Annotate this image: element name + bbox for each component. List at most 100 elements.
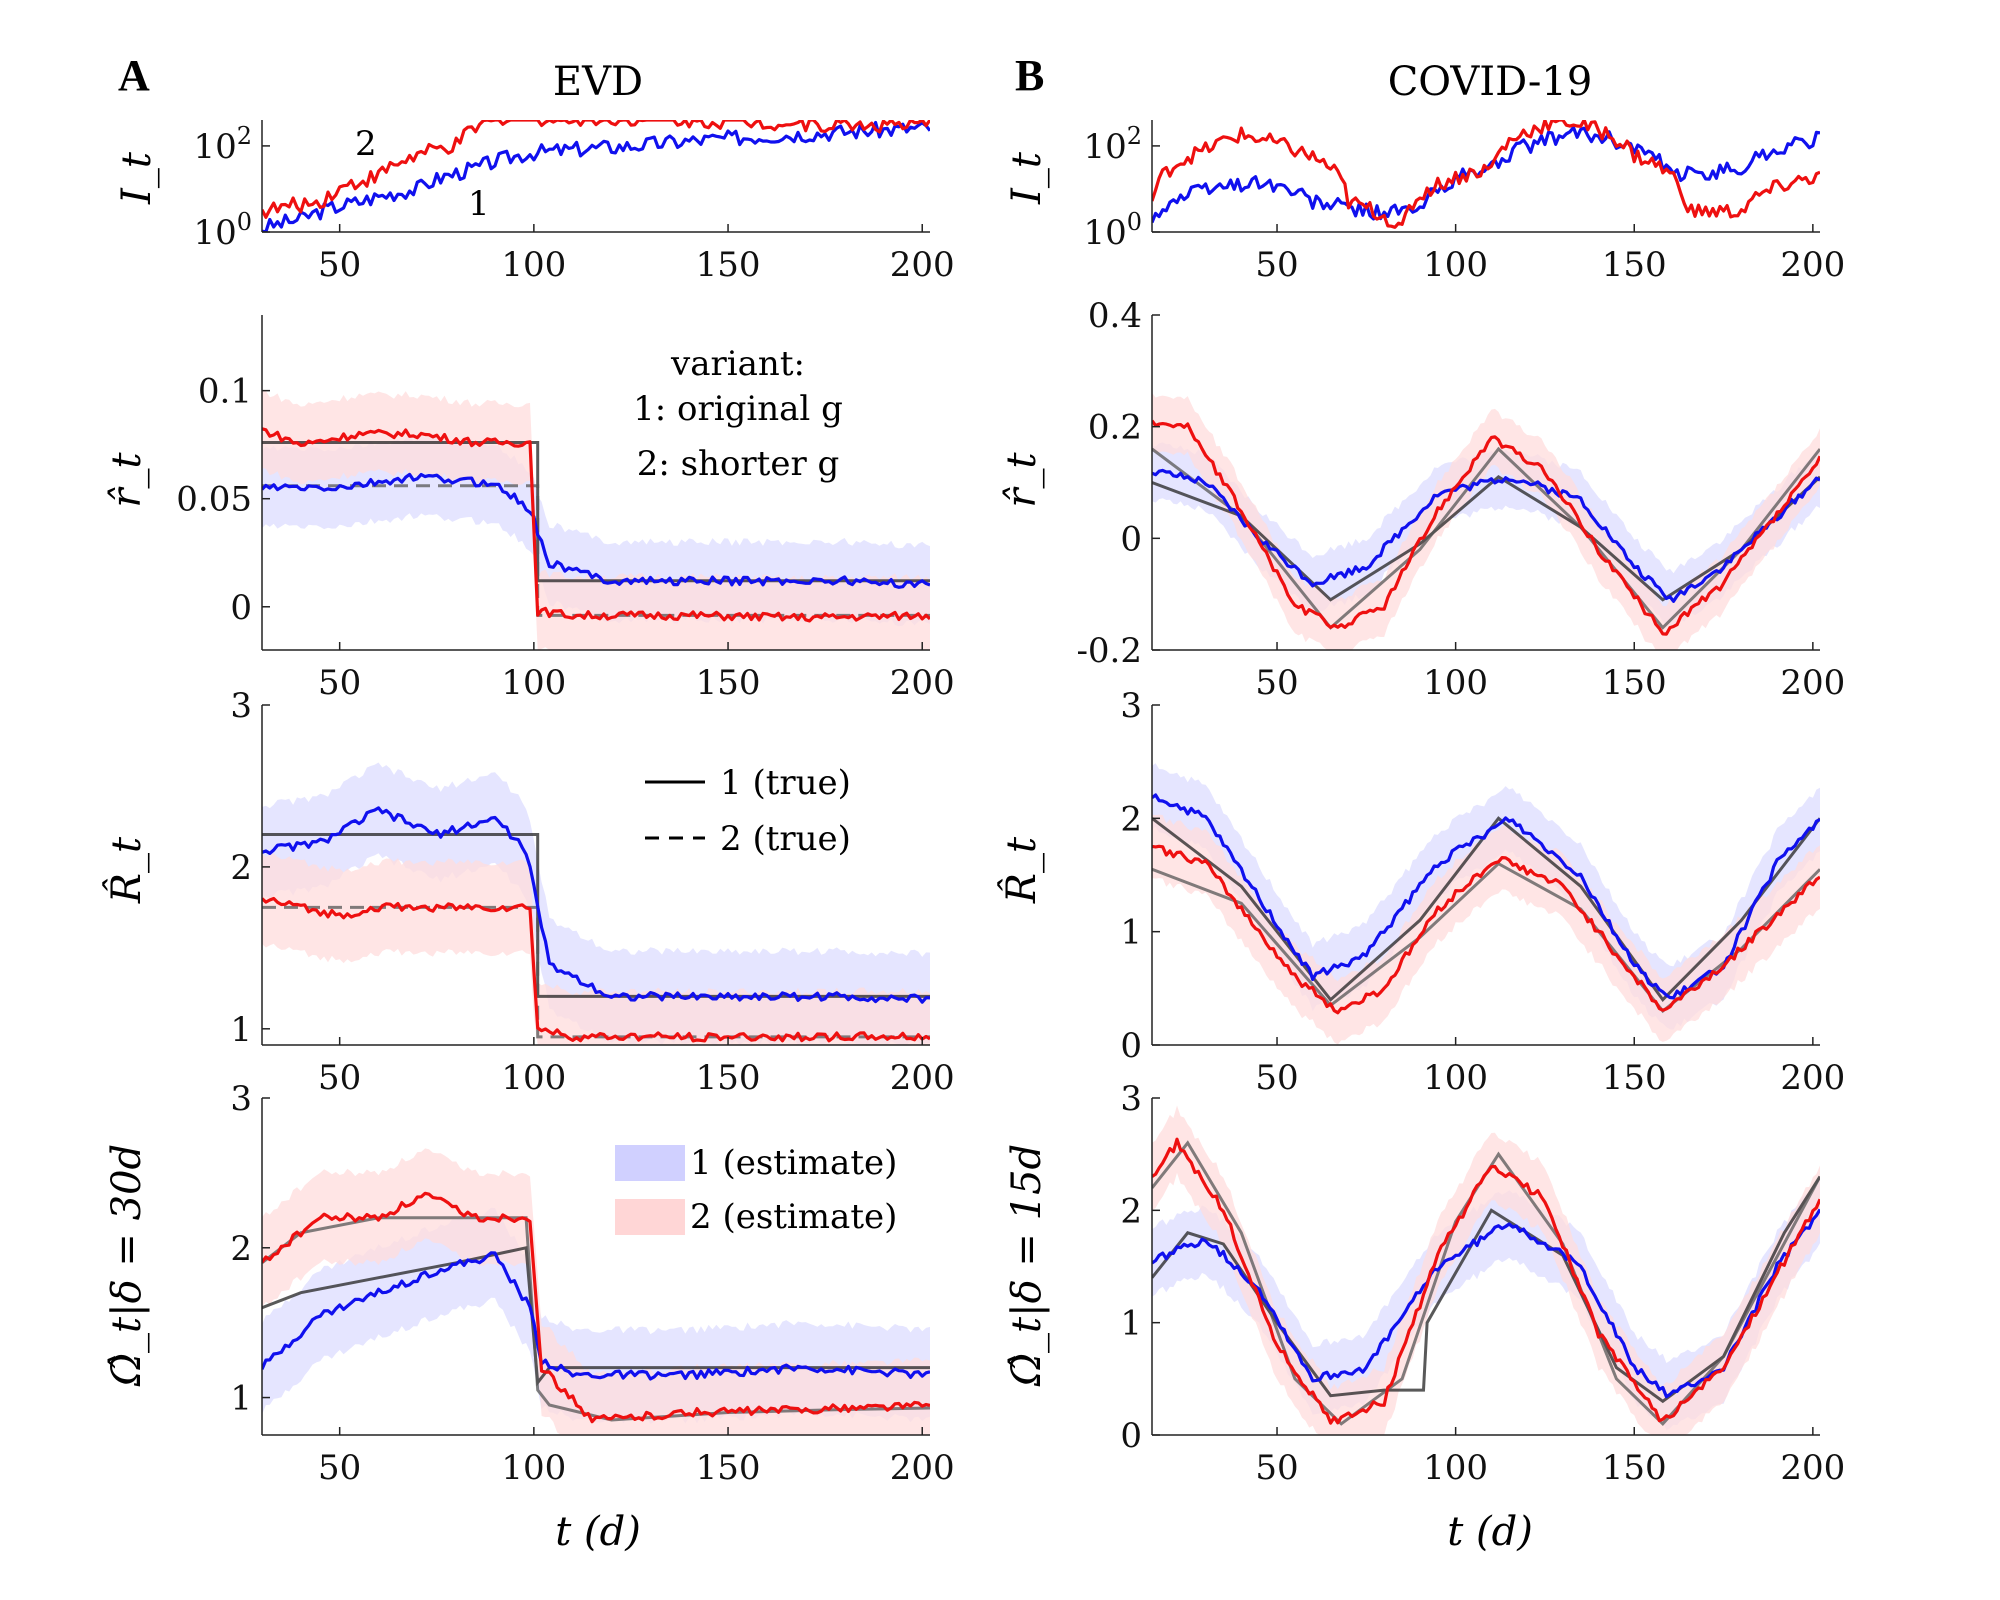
x-axis-label-a: t (d) [555, 1509, 641, 1555]
y-label-b-incidence: I_t [1004, 151, 1050, 205]
x-tick-label: 200 [1780, 245, 1845, 285]
y-tick-label: 2 [230, 1229, 252, 1269]
y-tick-label: 2 [1120, 799, 1142, 839]
y-tick-label: 0 [1120, 519, 1142, 559]
b_r-true-line-2 [1152, 861, 1820, 1014]
x-tick-label: 200 [1780, 1448, 1845, 1488]
y-label-b-reproduction: R̂_t [999, 836, 1045, 904]
y-tick-label: 3 [230, 1079, 252, 1119]
column-title-covid: COVID-19 [1388, 59, 1593, 105]
x-tick-label: 100 [501, 1058, 566, 1098]
panel-letter-a: A [118, 51, 150, 100]
b_omega-series-1 [1152, 1208, 1820, 1399]
a_r-series-2 [262, 427, 930, 623]
y-tick-label: 0 [1120, 1416, 1142, 1456]
y-tick-label: 102 [1083, 122, 1142, 167]
x-tick-label: 150 [1602, 663, 1667, 703]
x-tick-label: 150 [1602, 245, 1667, 285]
x-axis-label-b: t (d) [1447, 1509, 1533, 1555]
b_omega-series-2 [1152, 1137, 1820, 1425]
b_omega-band-1 [1152, 1175, 1820, 1431]
a_r-series-1 [262, 806, 930, 1004]
panel-letter-b: B [1015, 51, 1044, 100]
x-tick-label: 100 [501, 663, 566, 703]
y-label-a-omega: Ω̂_t|δ = 30d [104, 1144, 150, 1387]
y-label-b-omega: Ω̂_t|δ = 15d [1004, 1144, 1050, 1387]
legend-variant-item-1: 1: original g [633, 389, 843, 429]
y-tick-label: 1 [230, 1379, 252, 1419]
x-tick-label: 200 [890, 663, 955, 703]
y-tick-label: 1 [230, 1010, 252, 1050]
y-tick-label: 102 [193, 122, 252, 167]
y-tick-label: 0.1 [198, 372, 252, 412]
annotation-curve-1: 1 [468, 184, 490, 224]
legend-estimate-2-swatch [615, 1199, 685, 1235]
legend-variant-title: variant: [670, 344, 805, 384]
legend-estimate-item-2: 2 (estimate) [690, 1197, 897, 1237]
x-tick-label: 200 [890, 1448, 955, 1488]
x-tick-label: 200 [890, 245, 955, 285]
x-tick-label: 150 [1602, 1448, 1667, 1488]
x-tick-label: 200 [1780, 1058, 1845, 1098]
x-tick-label: 100 [1423, 245, 1488, 285]
y-tick-label: 0 [1120, 1026, 1142, 1066]
y-tick-label: 3 [230, 686, 252, 726]
x-tick-label: 50 [1255, 245, 1298, 285]
b_r-true-line-1 [1152, 475, 1820, 602]
y-tick-label: 3 [1120, 1079, 1142, 1119]
a_i-series-2 [262, 120, 930, 219]
a_omega-series-1 [262, 1251, 930, 1381]
column-title-evd: EVD [553, 59, 643, 105]
x-tick-label: 50 [318, 663, 361, 703]
y-label-a-reproduction: R̂_t [104, 836, 150, 904]
x-tick-label: 100 [501, 1448, 566, 1488]
a_r-series-2 [262, 896, 930, 1043]
y-tick-label: -0.2 [1076, 631, 1142, 671]
b_r-series-2 [1152, 844, 1820, 1015]
x-tick-label: 100 [501, 245, 566, 285]
x-tick-label: 100 [1423, 1058, 1488, 1098]
y-tick-label: 1 [1120, 1304, 1142, 1344]
x-tick-label: 150 [696, 663, 761, 703]
b_r-true-line-2 [1152, 446, 1820, 630]
y-label-a-growth: r̂_t [104, 451, 150, 507]
x-tick-label: 50 [318, 1448, 361, 1488]
legend-true-item-1: 1 (true) [720, 763, 851, 803]
a_i-series-1 [262, 120, 930, 232]
legend-true-item-2: 2 (true) [720, 819, 851, 859]
x-tick-label: 50 [1255, 1058, 1298, 1098]
a_omega-band-2 [262, 1148, 930, 1435]
annotation-curve-2: 2 [355, 124, 377, 164]
legend-variant-item-2: 2: shorter g [637, 444, 840, 484]
y-tick-label: 0.2 [1088, 408, 1142, 448]
x-tick-label: 200 [890, 1058, 955, 1098]
b_r-series-1 [1152, 468, 1820, 603]
y-tick-label: 0 [230, 588, 252, 628]
x-tick-label: 100 [1423, 1448, 1488, 1488]
b_r-band-2 [1152, 814, 1820, 1045]
b_r-series-1 [1152, 793, 1820, 1000]
legend-estimate-1-swatch [615, 1145, 685, 1181]
x-tick-label: 50 [1255, 663, 1298, 703]
y-tick-label: 100 [1083, 208, 1142, 253]
y-tick-label: 1 [1120, 913, 1142, 953]
b_r-series-2 [1152, 419, 1820, 636]
x-tick-label: 150 [696, 1058, 761, 1098]
legend-estimate-item-1: 1 (estimate) [690, 1143, 897, 1183]
a_omega-series-2 [262, 1191, 930, 1424]
b_r-band-1 [1152, 763, 1820, 1030]
x-tick-label: 150 [696, 245, 761, 285]
x-tick-label: 150 [1602, 1058, 1667, 1098]
x-tick-label: 50 [1255, 1448, 1298, 1488]
y-tick-label: 2 [1120, 1191, 1142, 1231]
b_r-band-2 [1152, 392, 1820, 650]
estimate-lines-layer [262, 120, 1820, 1425]
y-tick-label: 2 [230, 848, 252, 888]
x-tick-label: 50 [318, 245, 361, 285]
x-tick-label: 150 [696, 1448, 761, 1488]
b_r-true-line-1 [1152, 816, 1820, 1003]
b_i-series-2 [1152, 120, 1820, 229]
x-tick-label: 200 [1780, 663, 1845, 703]
